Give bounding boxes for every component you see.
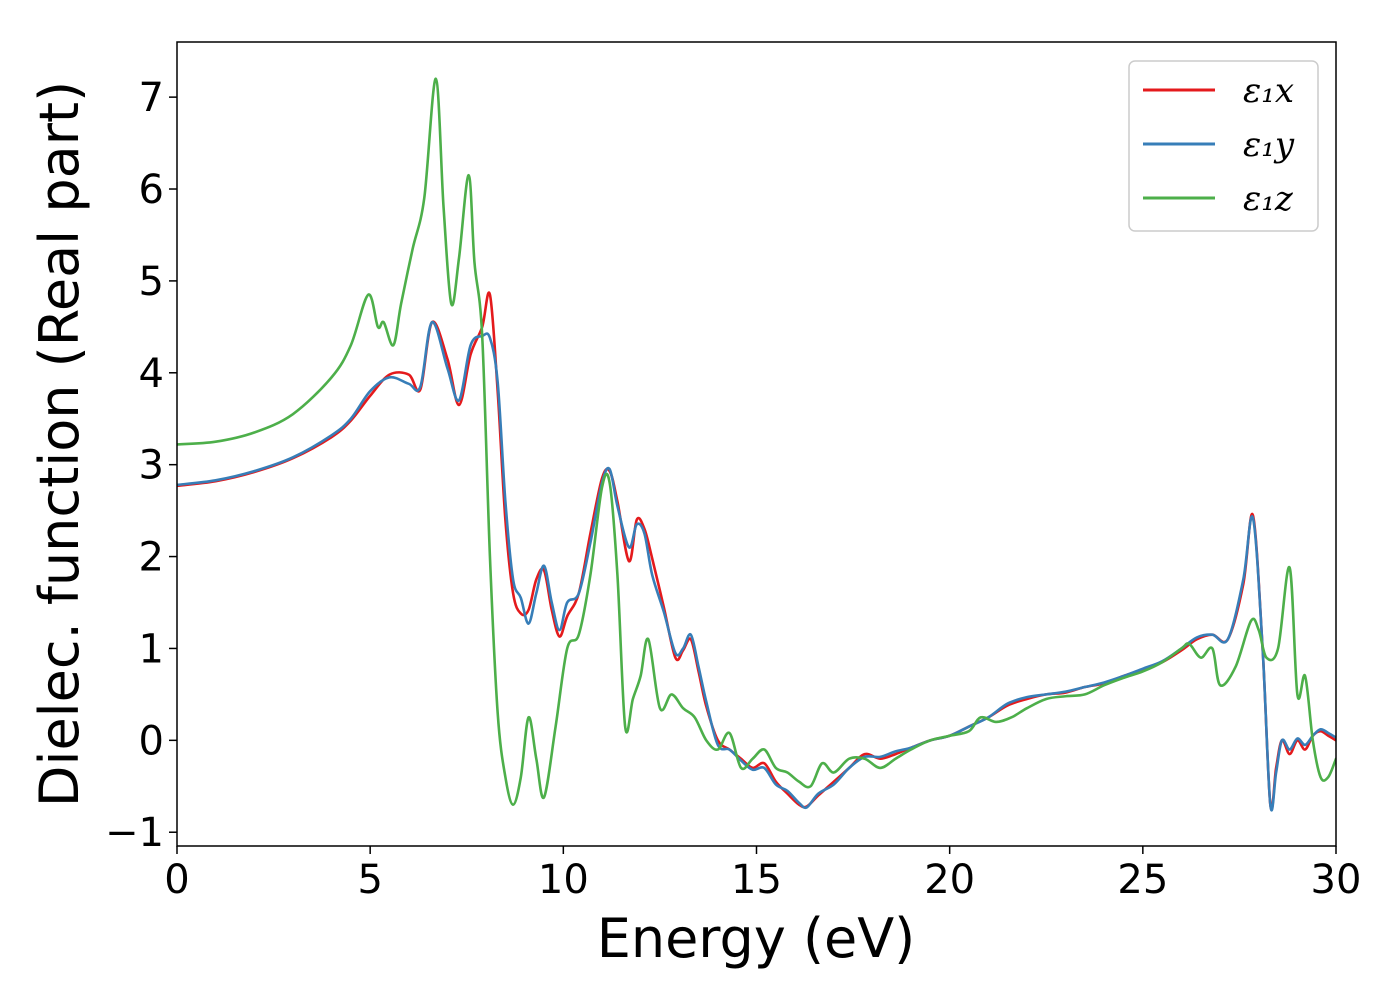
x-tick-label: 20 xyxy=(924,857,975,903)
series-line-2 xyxy=(177,320,1336,812)
x-axis: 0 5 10 15 20 25 30 xyxy=(164,846,1361,903)
x-tick-label: 25 xyxy=(1117,857,1168,903)
y-tick-label: 2 xyxy=(139,535,164,581)
y-tick-label: 7 xyxy=(139,75,164,121)
y-axis-title: Dielec. function (Real part) xyxy=(28,81,91,807)
x-tick-label: 10 xyxy=(538,857,589,903)
legend-label-1: ε₁x xyxy=(1243,71,1294,111)
x-tick-label: 15 xyxy=(731,857,782,903)
y-tick-label: 4 xyxy=(139,351,164,397)
x-tick-label: 30 xyxy=(1311,857,1362,903)
legend-label-3: ε₁z xyxy=(1243,179,1294,219)
series-layer xyxy=(177,77,1336,812)
y-axis: −1 0 1 2 3 4 5 6 7 xyxy=(105,75,177,856)
y-tick-label: 6 xyxy=(139,167,164,213)
y-tick-label: 5 xyxy=(139,259,164,305)
x-tick-label: 0 xyxy=(164,857,189,903)
legend: ε₁x ε₁y ε₁z xyxy=(1128,60,1319,232)
y-tick-label: 3 xyxy=(139,443,164,489)
y-tick-label: 1 xyxy=(139,626,164,672)
y-tick-label: 0 xyxy=(139,718,164,764)
legend-label-2: ε₁y xyxy=(1243,125,1295,165)
y-tick-label: −1 xyxy=(105,810,164,856)
legend-box xyxy=(1128,60,1319,232)
series-line-3 xyxy=(177,77,1336,806)
x-axis-title: Energy (eV) xyxy=(597,907,916,970)
x-tick-label: 5 xyxy=(357,857,382,903)
